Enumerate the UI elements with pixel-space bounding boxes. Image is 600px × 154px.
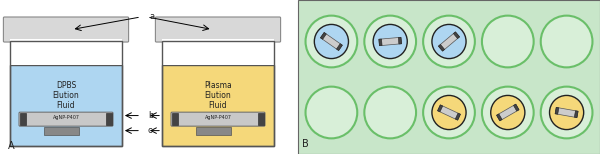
Circle shape (423, 16, 475, 67)
Text: AgNP-P407: AgNP-P407 (205, 115, 232, 120)
Bar (10, 41, 122, 146)
Bar (298, 0, 600, 154)
Bar (162, 39, 274, 65)
Bar (106, 113, 112, 125)
FancyBboxPatch shape (4, 17, 128, 42)
Circle shape (305, 16, 357, 67)
Circle shape (432, 24, 466, 59)
Bar (257, 113, 264, 125)
Circle shape (432, 95, 466, 130)
Polygon shape (454, 32, 460, 38)
Polygon shape (497, 104, 519, 121)
Polygon shape (437, 105, 460, 120)
Circle shape (482, 87, 533, 138)
Text: DPBS
Elution
Fluid: DPBS Elution Fluid (53, 81, 79, 110)
Polygon shape (514, 104, 519, 111)
Bar (10, 65, 122, 146)
Polygon shape (555, 107, 578, 118)
FancyBboxPatch shape (155, 17, 281, 42)
Bar (10, 39, 122, 65)
Polygon shape (439, 32, 460, 51)
Polygon shape (379, 37, 401, 46)
Text: c: c (148, 126, 152, 135)
Circle shape (541, 87, 592, 138)
Bar (20, 113, 26, 125)
Circle shape (305, 87, 357, 138)
Polygon shape (379, 39, 382, 46)
Bar (162, 65, 274, 146)
Bar (162, 41, 274, 146)
Text: Plasma
Elution
Fluid: Plasma Elution Fluid (204, 81, 232, 110)
Text: A: A (8, 141, 14, 151)
Text: AgNP-P407: AgNP-P407 (53, 115, 79, 120)
Circle shape (482, 16, 533, 67)
Text: b: b (148, 111, 154, 120)
Circle shape (364, 16, 416, 67)
Text: a: a (149, 12, 154, 21)
Circle shape (314, 24, 349, 59)
Circle shape (550, 95, 584, 130)
Polygon shape (337, 44, 343, 51)
Polygon shape (497, 114, 502, 121)
Circle shape (541, 16, 592, 67)
Polygon shape (555, 107, 559, 114)
Polygon shape (574, 111, 578, 118)
Circle shape (373, 24, 407, 59)
Polygon shape (439, 45, 445, 51)
Bar (196, 127, 232, 135)
Polygon shape (320, 32, 343, 51)
Circle shape (364, 87, 416, 138)
Circle shape (491, 95, 525, 130)
Polygon shape (398, 37, 401, 44)
Polygon shape (455, 113, 460, 120)
FancyBboxPatch shape (19, 112, 113, 126)
Circle shape (423, 87, 475, 138)
Text: B: B (302, 139, 309, 149)
Bar (172, 113, 178, 125)
Polygon shape (437, 105, 443, 112)
Polygon shape (320, 32, 326, 39)
FancyBboxPatch shape (171, 112, 265, 126)
Bar (44, 127, 79, 135)
